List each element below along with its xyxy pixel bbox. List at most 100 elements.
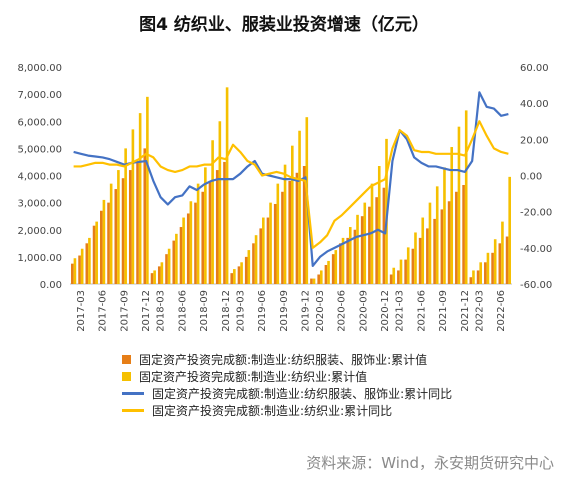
bar [406, 247, 410, 284]
bar [433, 218, 436, 284]
bar [457, 126, 461, 285]
bar [426, 228, 429, 284]
bar [143, 148, 147, 285]
bar [440, 209, 444, 284]
x-tick-label: 2020-09 [358, 290, 369, 332]
bar [254, 235, 258, 284]
bar [233, 269, 236, 284]
bar [462, 184, 465, 284]
bar [247, 250, 251, 284]
bar [88, 237, 91, 284]
bar [435, 186, 439, 284]
bar [78, 255, 81, 284]
bar [508, 176, 511, 284]
bar [450, 147, 454, 284]
legend-label: 固定资产投资完成额:制造业:纺织业:累计同比 [152, 404, 393, 418]
bar [182, 217, 185, 284]
left-axis-tick-label: 0.00 [40, 280, 62, 291]
bar [71, 263, 74, 284]
bar [288, 180, 291, 284]
left-axis-tick-label: 4,000.00 [17, 172, 62, 183]
legend-swatch [122, 372, 131, 381]
bar [356, 214, 359, 284]
bar [157, 266, 161, 284]
x-tick-label: 2020-06 [337, 290, 348, 332]
bar [455, 191, 458, 284]
bar [319, 270, 323, 284]
bar [389, 274, 393, 284]
bar [348, 227, 352, 284]
x-tick-label: 2020-12 [380, 290, 391, 332]
bar [240, 262, 243, 284]
legend-label: 固定资产投资完成额:制造业:纺织服装、服饰业:累计同比 [152, 387, 453, 401]
bar [302, 166, 306, 284]
bar [259, 228, 263, 284]
left-axis-tick-label: 3,000.00 [17, 199, 62, 210]
bar [382, 187, 386, 284]
x-tick-label: 2019-06 [257, 290, 268, 332]
bar [273, 203, 277, 284]
x-tick-label: 2019-09 [279, 290, 290, 332]
bar [244, 256, 248, 285]
bar [102, 199, 106, 284]
bar [505, 236, 509, 284]
x-tick-label: 2017-12 [141, 290, 152, 332]
bar [128, 170, 132, 284]
bar [73, 258, 77, 284]
bar [196, 183, 200, 284]
bar [138, 113, 142, 284]
x-tick-label: 2018-12 [221, 290, 232, 332]
bar [411, 248, 415, 284]
left-axis-tick-label: 7,000.00 [17, 90, 62, 101]
bar [298, 130, 301, 284]
bar [397, 270, 400, 284]
bar [491, 252, 494, 284]
bar [392, 267, 396, 284]
bar [428, 202, 432, 285]
bar [218, 121, 222, 284]
bar [493, 239, 497, 284]
x-tick-label: 2018-06 [177, 290, 188, 332]
bar [262, 217, 265, 284]
bar [167, 248, 171, 284]
bar [291, 145, 294, 284]
bar [486, 252, 490, 284]
bar [353, 229, 357, 284]
bar [472, 270, 475, 284]
bar [194, 202, 197, 285]
right-axis-tick-label: -40.00 [520, 244, 552, 255]
legend-swatch [122, 392, 144, 395]
bar [114, 189, 118, 284]
bar [447, 201, 451, 284]
bar [421, 217, 425, 284]
bar [136, 161, 139, 284]
bar [100, 210, 103, 284]
bar [107, 202, 110, 285]
x-tick-label: 2021-09 [438, 290, 449, 332]
bar [269, 202, 272, 285]
bar [223, 161, 226, 284]
x-tick-label: 2022-06 [496, 290, 507, 332]
bar [317, 274, 320, 284]
bar [85, 243, 89, 284]
bar [281, 191, 284, 284]
left-axis-tick-label: 6,000.00 [17, 117, 62, 128]
bar [252, 243, 255, 284]
legend-item: 固定资产投资完成额:制造业:纺织业:累计同比 [122, 402, 452, 419]
chart-title: 图4 纺织业、服装业投资增速（亿元） [139, 15, 429, 35]
x-tick-label: 2019-12 [300, 290, 311, 332]
bar [377, 166, 381, 284]
bar [109, 183, 113, 284]
bar [310, 278, 313, 284]
bar [121, 178, 125, 284]
left-axis-tick-label: 8,000.00 [17, 63, 62, 74]
x-tick-label: 2018-03 [156, 290, 167, 332]
bar [215, 170, 219, 284]
bar [92, 225, 96, 284]
legend-swatch [122, 409, 144, 412]
bar [179, 227, 183, 284]
bar [346, 237, 349, 284]
bar [266, 217, 270, 284]
x-tick-label: 2021-12 [460, 290, 471, 332]
